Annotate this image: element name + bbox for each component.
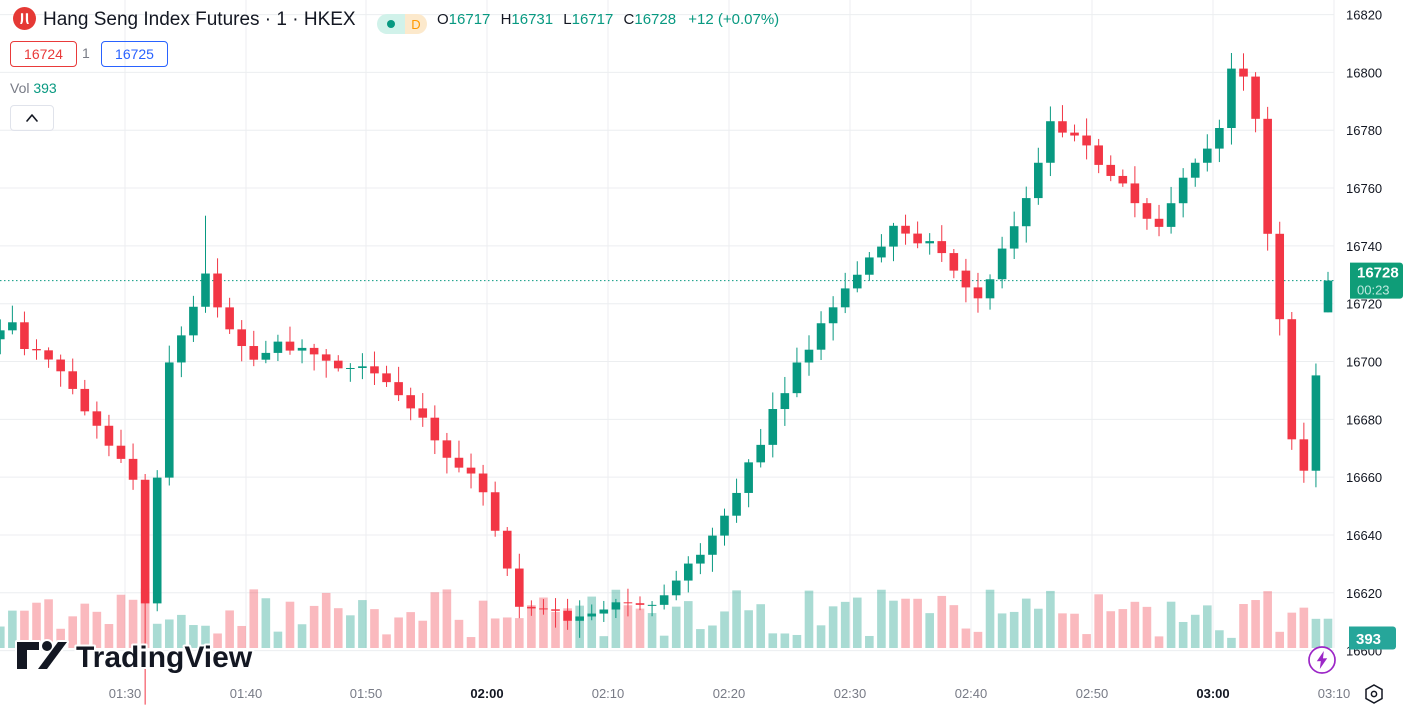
svg-text:TradingView: TradingView: [76, 641, 253, 674]
svg-text:03:10: 03:10: [1318, 686, 1351, 701]
svg-text:16700: 16700: [1346, 355, 1382, 370]
svg-text:16680: 16680: [1346, 412, 1382, 427]
svg-text:02:00: 02:00: [470, 686, 503, 701]
svg-text:16620: 16620: [1346, 586, 1382, 601]
svg-text:02:40: 02:40: [955, 686, 988, 701]
svg-text:03:00: 03:00: [1196, 686, 1229, 701]
svg-text:16740: 16740: [1346, 239, 1382, 254]
svg-text:16760: 16760: [1346, 181, 1382, 196]
svg-text:16820: 16820: [1346, 8, 1382, 23]
svg-text:00:23: 00:23: [1357, 283, 1390, 298]
svg-text:01:30: 01:30: [109, 686, 142, 701]
svg-text:02:50: 02:50: [1076, 686, 1109, 701]
svg-text:16640: 16640: [1346, 528, 1382, 543]
svg-text:393: 393: [1356, 631, 1381, 648]
svg-text:02:30: 02:30: [834, 686, 867, 701]
svg-text:16800: 16800: [1346, 65, 1382, 80]
svg-text:01:40: 01:40: [230, 686, 263, 701]
svg-text:16660: 16660: [1346, 470, 1382, 485]
svg-text:16728: 16728: [1357, 265, 1399, 282]
svg-text:02:10: 02:10: [592, 686, 625, 701]
svg-text:16720: 16720: [1346, 297, 1382, 312]
svg-text:16780: 16780: [1346, 123, 1382, 138]
svg-text:02:20: 02:20: [713, 686, 746, 701]
svg-text:01:50: 01:50: [350, 686, 383, 701]
